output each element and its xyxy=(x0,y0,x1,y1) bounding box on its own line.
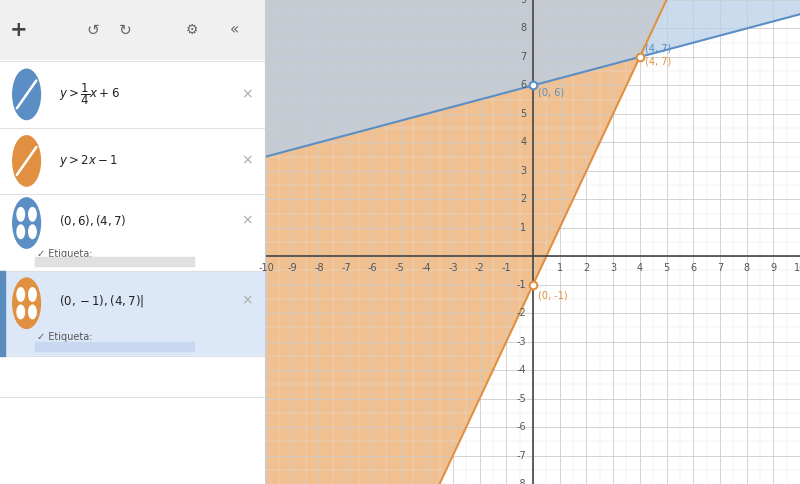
Text: 9: 9 xyxy=(520,0,526,5)
Text: 9: 9 xyxy=(770,263,776,273)
Text: (0, 6): (0, 6) xyxy=(538,88,565,97)
Text: 5: 5 xyxy=(520,109,526,119)
Text: $(0,-1),(4,7)|$: $(0,-1),(4,7)|$ xyxy=(58,293,144,309)
Text: -7: -7 xyxy=(517,451,526,461)
Text: ×: × xyxy=(242,214,253,227)
Circle shape xyxy=(17,208,25,221)
Text: (0, -1): (0, -1) xyxy=(538,291,568,301)
Text: 2: 2 xyxy=(520,194,526,204)
Text: (4, 7): (4, 7) xyxy=(645,56,671,66)
Text: 3: 3 xyxy=(610,263,616,273)
Bar xyxy=(0,271,266,356)
Bar xyxy=(34,342,194,351)
Text: -2: -2 xyxy=(474,263,485,273)
Text: ×: × xyxy=(242,88,253,101)
Bar xyxy=(0,194,266,271)
Text: 1: 1 xyxy=(520,223,526,233)
Text: 5: 5 xyxy=(663,263,670,273)
Bar xyxy=(0,0,266,60)
Text: -1: -1 xyxy=(517,280,526,290)
Circle shape xyxy=(29,208,36,221)
Text: ↻: ↻ xyxy=(118,23,131,37)
Text: 7: 7 xyxy=(520,52,526,62)
Text: 4: 4 xyxy=(637,263,643,273)
Circle shape xyxy=(29,287,36,301)
Circle shape xyxy=(13,198,41,248)
Text: -7: -7 xyxy=(342,263,351,273)
Text: $(0,6),(4,7)$: $(0,6),(4,7)$ xyxy=(58,213,126,228)
Text: -3: -3 xyxy=(448,263,458,273)
Circle shape xyxy=(17,225,25,239)
Circle shape xyxy=(13,69,41,120)
Text: -2: -2 xyxy=(517,308,526,318)
Text: -8: -8 xyxy=(314,263,324,273)
Text: ×: × xyxy=(242,294,253,308)
Text: -6: -6 xyxy=(368,263,378,273)
Text: -8: -8 xyxy=(517,479,526,484)
Circle shape xyxy=(17,305,25,319)
Text: 6: 6 xyxy=(690,263,696,273)
Circle shape xyxy=(17,287,25,301)
Text: ↺: ↺ xyxy=(86,23,99,37)
Text: -5: -5 xyxy=(517,393,526,404)
Text: 8: 8 xyxy=(743,263,750,273)
Bar xyxy=(0,271,5,356)
Text: 10: 10 xyxy=(794,263,800,273)
Circle shape xyxy=(13,136,41,186)
Text: +: + xyxy=(10,20,27,40)
Text: ✓ Etiqueta:: ✓ Etiqueta: xyxy=(38,249,93,259)
Circle shape xyxy=(13,278,41,328)
Text: -4: -4 xyxy=(517,365,526,375)
Circle shape xyxy=(29,225,36,239)
Text: (4, 7): (4, 7) xyxy=(645,43,671,53)
Bar xyxy=(0,60,266,128)
Text: 4: 4 xyxy=(520,137,526,147)
Text: «: « xyxy=(230,23,238,37)
Text: 2: 2 xyxy=(583,263,590,273)
Text: $y > \dfrac{1}{4}x + 6$: $y > \dfrac{1}{4}x + 6$ xyxy=(58,81,119,107)
Text: $y > 2x - 1$: $y > 2x - 1$ xyxy=(58,153,118,169)
Circle shape xyxy=(29,305,36,319)
Text: -6: -6 xyxy=(517,422,526,432)
Text: ✓ Etiqueta:: ✓ Etiqueta: xyxy=(38,332,93,342)
Text: 6: 6 xyxy=(520,80,526,91)
Text: -9: -9 xyxy=(288,263,298,273)
Text: 8: 8 xyxy=(520,23,526,33)
Bar xyxy=(0,356,266,397)
Text: -1: -1 xyxy=(502,263,511,273)
Text: -10: -10 xyxy=(258,263,274,273)
Text: -3: -3 xyxy=(517,337,526,347)
Text: -4: -4 xyxy=(422,263,431,273)
Text: 7: 7 xyxy=(717,263,723,273)
Text: -5: -5 xyxy=(394,263,404,273)
Text: 3: 3 xyxy=(520,166,526,176)
Text: ⚙: ⚙ xyxy=(186,23,198,37)
Bar xyxy=(34,257,194,266)
Text: 1: 1 xyxy=(557,263,562,273)
Bar xyxy=(0,128,266,194)
Text: ×: × xyxy=(242,154,253,168)
